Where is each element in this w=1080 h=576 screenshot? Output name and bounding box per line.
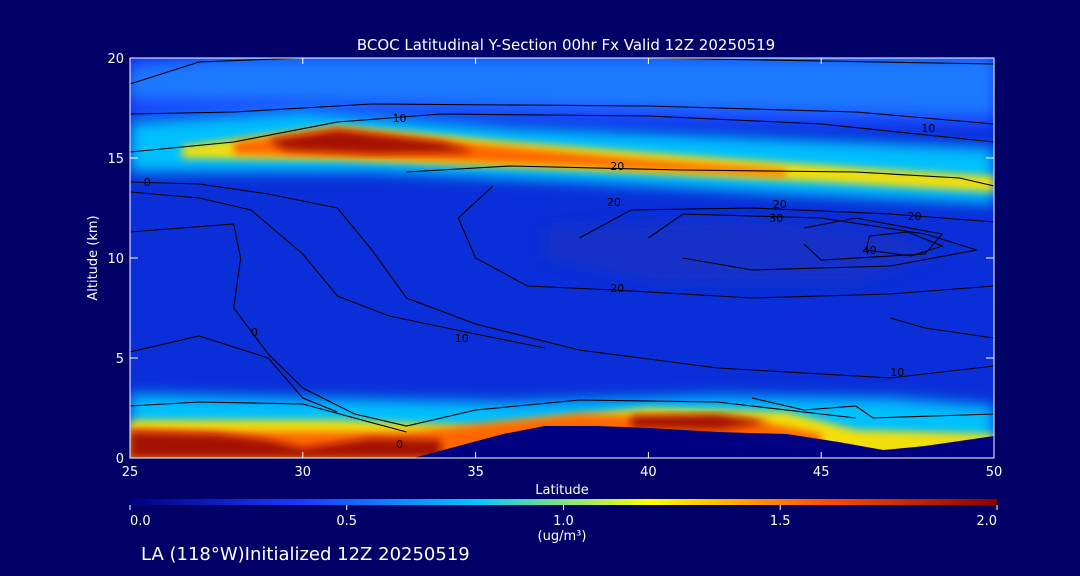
contour-line [890, 317, 994, 339]
contour-label: 20 [610, 282, 624, 295]
contour-label: 10 [921, 122, 935, 135]
contour-label: 0 [144, 176, 151, 189]
chart-title: BCOC Latitudinal Y-Section 00hr Fx Valid… [357, 36, 775, 54]
colorbar-unit-label: (ug/m³) [538, 529, 587, 544]
colorbar: 0.0 0.5 1.0 1.5 2.0 [129, 499, 998, 529]
contour-label: 10 [890, 366, 904, 379]
contour-label: 20 [908, 210, 922, 223]
contour-line [130, 401, 407, 433]
contour-line [803, 217, 944, 261]
y-tick-label: 20 [107, 52, 124, 67]
contour-label: 10 [393, 112, 407, 125]
contour-line [579, 207, 994, 239]
contour-label: 20 [610, 160, 624, 173]
x-tick-label: 25 [122, 465, 139, 480]
contour-line [130, 223, 856, 427]
contour-label: 10 [455, 332, 469, 345]
contour-label: 0 [396, 438, 403, 451]
contour-label: 40 [863, 244, 877, 257]
y-tick-label: 15 [107, 152, 124, 167]
x-axis-label: Latitude [535, 483, 589, 498]
y-axis-label: Altitude (km) [86, 215, 101, 300]
contour-line [130, 335, 338, 413]
contour-line [406, 165, 994, 187]
concentration-band [631, 414, 770, 430]
colorbar-tick-label: 1.0 [553, 514, 574, 529]
colorbar-tick-label: 0.0 [130, 514, 151, 529]
y-tick-label: 5 [116, 352, 124, 367]
colorbar-gradient [130, 499, 997, 505]
colorbar-tick-label: 0.5 [336, 514, 357, 529]
contour-label: 0 [251, 326, 258, 339]
x-tick-label: 45 [813, 465, 830, 480]
terrain-mask [413, 426, 994, 458]
y-tick-label: 0 [116, 452, 124, 467]
contour-line [130, 181, 994, 379]
x-axis: 25 30 35 40 45 50 [122, 58, 1003, 480]
concentration-band [130, 432, 441, 458]
contour-label: 30 [769, 212, 783, 225]
concentration-band [268, 130, 476, 154]
x-tick-label: 50 [986, 465, 1003, 480]
colorbar-tick-label: 2.0 [976, 514, 997, 529]
contour-line [648, 213, 977, 271]
plot-area [130, 58, 994, 458]
contour-line [130, 103, 994, 125]
contour-lines [130, 58, 994, 433]
contour-line [865, 231, 944, 257]
x-tick-label: 40 [640, 465, 657, 480]
x-tick-label: 30 [295, 465, 312, 480]
footer-caption: LA (118°W)Initialized 12Z 20250519 [141, 544, 470, 565]
contour-line [130, 58, 994, 85]
y-axis: 0 5 10 15 20 [107, 52, 994, 467]
y-tick-label: 10 [107, 252, 124, 267]
colorbar-tick-label: 1.5 [770, 514, 791, 529]
contour-line [457, 185, 994, 299]
concentration-band [130, 58, 994, 114]
x-tick-label: 35 [467, 465, 484, 480]
contour-label: 20 [607, 196, 621, 209]
contour-line [130, 113, 994, 153]
contour-label: 20 [773, 198, 787, 211]
contour-line [130, 191, 545, 349]
contour-line [751, 397, 994, 419]
